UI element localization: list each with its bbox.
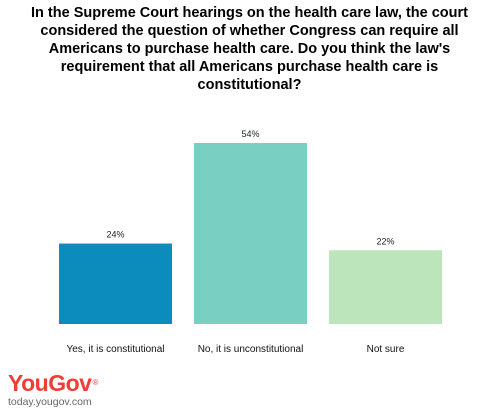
chart-title: In the Supreme Court hearings on the hea… <box>31 5 468 93</box>
bar-2 <box>194 143 307 324</box>
category-label-1: Yes, it is constitutional <box>66 344 164 355</box>
bar-value-label-3: 22% <box>376 236 394 246</box>
brand-footer: YouGov® today.yougov.com <box>8 370 98 409</box>
brand-url[interactable]: today.yougov.com <box>8 396 92 408</box>
bar-value-label-2: 54% <box>241 129 259 139</box>
bar-1 <box>59 243 172 324</box>
yougov-logo[interactable]: YouGov® <box>8 370 98 396</box>
bar-3 <box>329 250 442 324</box>
logo-text: YouGov <box>8 370 92 396</box>
bar-value-label-1: 24% <box>106 230 124 240</box>
category-label-3: Not sure <box>367 344 405 355</box>
registered-mark: ® <box>92 378 98 387</box>
category-label-2: No, it is unconstitutional <box>198 344 304 355</box>
